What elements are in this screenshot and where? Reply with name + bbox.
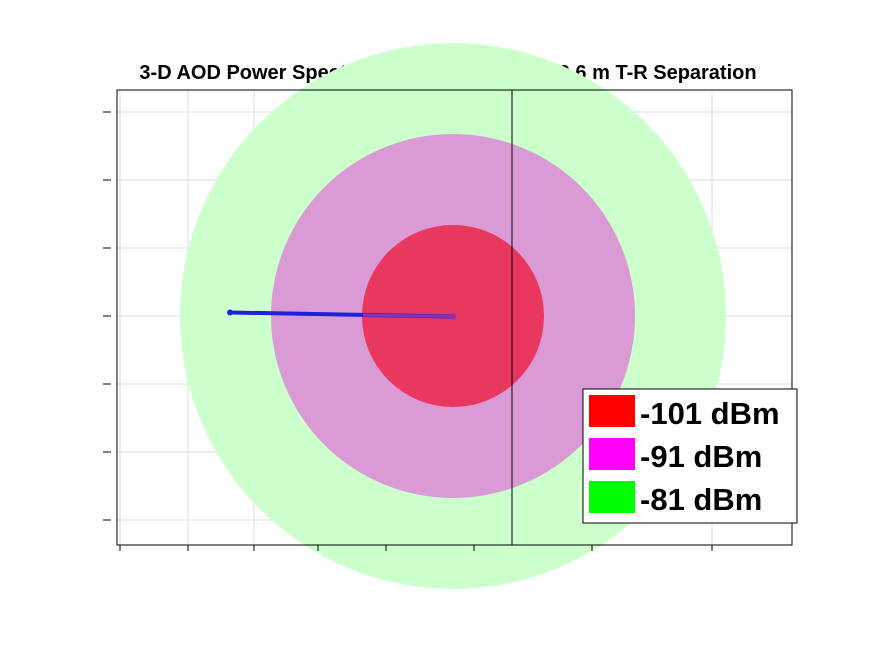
lobe-origin-marker [450, 313, 456, 320]
legend-label-101: -101 dBm [640, 396, 780, 431]
plot-area-frame [116, 89, 793, 546]
legend-label-91: -91 dBm [640, 439, 762, 474]
axis-ticks [103, 111, 713, 551]
legend-swatch-101 [589, 395, 635, 427]
legend-swatch-81 [589, 481, 635, 513]
arrival-lobe [227, 309, 456, 320]
legend-label-81: -81 dBm [640, 482, 762, 517]
legend: -101 dBm -91 dBm -81 dBm [582, 388, 798, 524]
lobe-end-marker [227, 309, 234, 316]
lobe-inner-segment [362, 313, 454, 318]
legend-swatch-91 [589, 438, 635, 470]
